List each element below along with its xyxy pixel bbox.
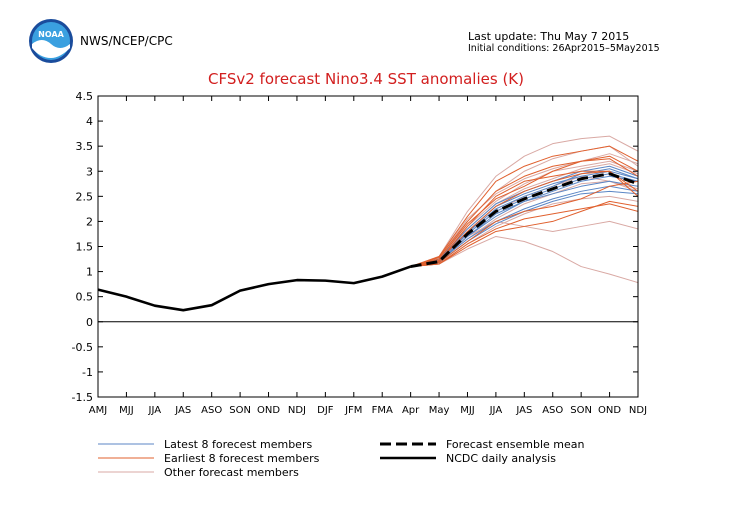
agency-label: NWS/NCEP/CPC [80, 34, 173, 48]
forecast-member-line-other [410, 235, 639, 284]
y-tick-label: 3.5 [76, 140, 94, 153]
y-tick-label: -0.5 [72, 341, 93, 354]
legend-label-latest: Latest 8 forecest members [164, 438, 312, 451]
x-tick-label: Apr [402, 405, 420, 416]
x-tick-label: DJF [317, 405, 334, 416]
forecast-members [410, 135, 639, 284]
chart-title: CFSv2 forecast Nino3.4 SST anomalies (K) [207, 70, 524, 88]
x-tick-label: SON [229, 405, 251, 416]
y-tick-label: 0 [86, 316, 93, 329]
x-tick-label: FMA [372, 405, 393, 416]
logo-text: NOAA [38, 30, 64, 39]
x-tick-label: MJJ [119, 405, 134, 416]
x-tick-label: NDJ [629, 405, 647, 416]
initial-conditions: Initial conditions: 26Apr2015–5May2015 [468, 43, 660, 54]
y-tick-label: 0.5 [76, 291, 94, 304]
legend-label-earliest: Earliest 8 forecest members [164, 452, 320, 465]
forecast-member-line-earliest [410, 158, 639, 268]
y-tick-label: -1 [82, 366, 93, 379]
legend-label-analysis: NCDC daily analysis [446, 452, 556, 465]
forecast-member-line-earliest [410, 180, 639, 268]
analysis-line [97, 265, 412, 312]
x-tick-label: JAS [515, 405, 532, 416]
y-tick-label: 4 [86, 115, 93, 128]
noaa-logo: NOAA [28, 18, 74, 64]
x-tick-label: JAS [174, 405, 191, 416]
y-tick-label: 2.5 [76, 190, 94, 203]
y-axis: 4.5 4 3.5 3 2.5 2 1.5 1 0.5 0 -0.5 -1 -1.5 [72, 90, 638, 404]
x-tick-label: ASO [201, 405, 222, 416]
y-tick-label: -1.5 [72, 391, 93, 404]
forecast-member-line-earliest [410, 170, 639, 268]
x-tick-label: ASO [542, 405, 563, 416]
legend-label-other: Other forecast members [164, 466, 299, 479]
x-tick-label: AMJ [89, 405, 107, 416]
ensemble-mean-line [410, 172, 639, 269]
forecast-member-line-earliest [410, 203, 639, 268]
forecast-member-line-earliest [410, 170, 639, 268]
forecast-member-line-other [410, 153, 639, 268]
x-tick-label: JFM [344, 405, 362, 416]
last-update: Last update: Thu May 7 2015 [468, 30, 630, 43]
y-tick-label: 1.5 [76, 241, 94, 254]
x-tick-label: SON [570, 405, 592, 416]
forecast-member-line-earliest [410, 200, 639, 268]
y-tick-label: 1 [86, 266, 93, 279]
plot-frame [97, 95, 639, 398]
y-tick-label: 4.5 [76, 90, 94, 103]
forecast-member-line-earliest [410, 145, 639, 268]
x-tick-label: May [429, 405, 450, 416]
y-tick-label: 3 [86, 165, 93, 178]
x-axis: AMJ MJJ JJA JAS ASO SON OND NDJ DJF JFM FMA Apr May M… [89, 96, 647, 416]
x-tick-label: JJA [489, 405, 503, 416]
forecast-member-line-other [410, 135, 639, 268]
legend-label-mean: Forecast ensemble mean [446, 438, 585, 451]
x-tick-label: MJJ [460, 405, 475, 416]
y-tick-label: 2 [86, 215, 93, 228]
main-lines [97, 172, 639, 323]
x-tick-label: NDJ [288, 405, 306, 416]
x-tick-label: OND [598, 405, 621, 416]
x-tick-label: OND [257, 405, 280, 416]
x-tick-label: JJA [148, 405, 162, 416]
forecast-member-line-earliest [410, 155, 639, 268]
